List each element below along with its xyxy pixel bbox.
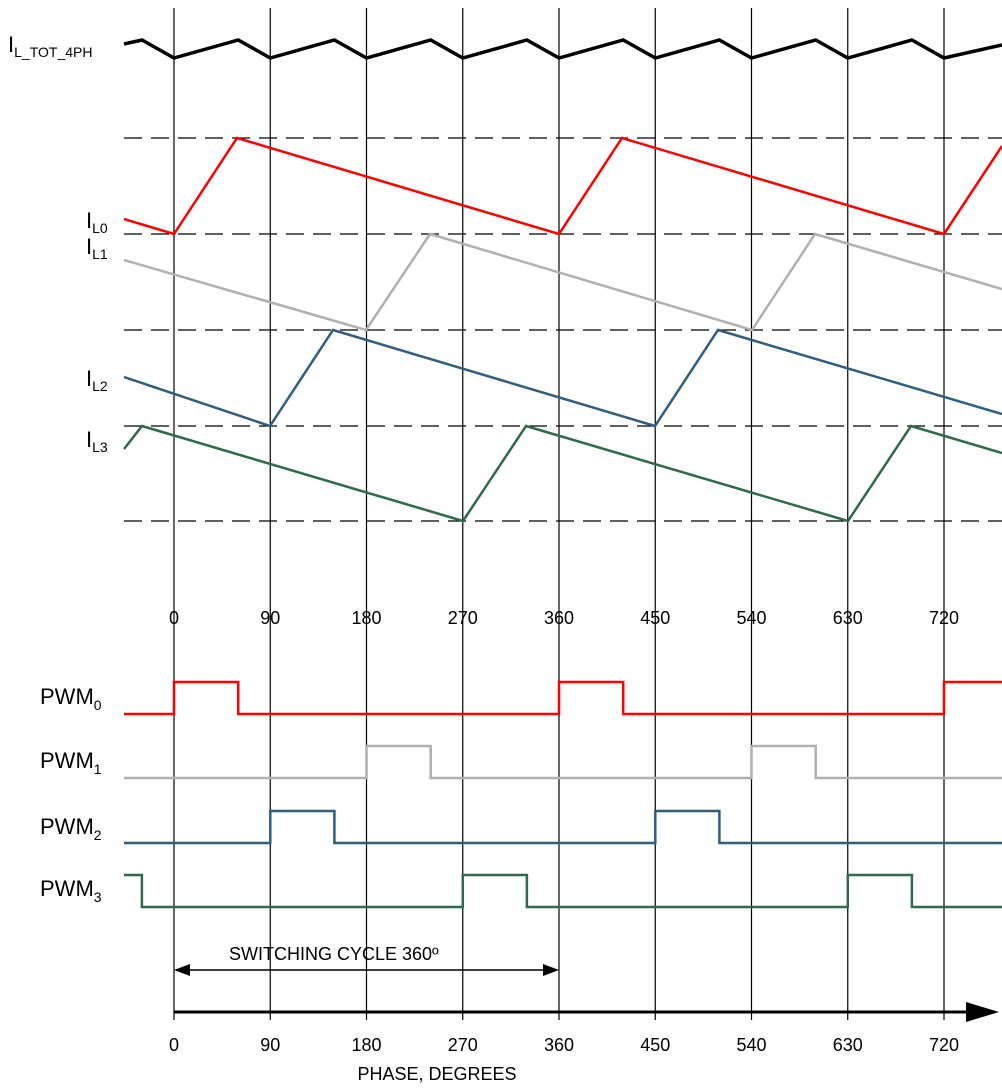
phase-tick-label: 540 bbox=[736, 608, 766, 628]
pwm0-waveform bbox=[124, 680, 1002, 716]
pwm3-label: PWM3 bbox=[40, 876, 102, 905]
phase-tick-label: 0 bbox=[169, 1035, 179, 1055]
waveforms bbox=[123, 38, 1002, 909]
i-l3-waveform bbox=[123, 424, 1002, 523]
phase-tick-label: 0 bbox=[169, 608, 179, 628]
phase-ticks-bottom: 0 90 180 270 360 450 540 630 720 bbox=[169, 1035, 959, 1055]
phase-axis-arrow bbox=[174, 1002, 999, 1022]
i-tot-label: IL_TOT_4PH bbox=[8, 32, 92, 60]
i-l2-label: IL2 bbox=[86, 366, 108, 394]
pwm3-waveform bbox=[124, 873, 1002, 909]
phase-tick-label: 720 bbox=[929, 1035, 959, 1055]
phase-tick-label: 450 bbox=[640, 1035, 670, 1055]
i-l0-waveform bbox=[123, 136, 1002, 236]
phase-tick-label: 90 bbox=[260, 1035, 280, 1055]
phase-tick-label: 180 bbox=[351, 1035, 381, 1055]
phase-tick-label: 360 bbox=[544, 608, 574, 628]
pwm1-label: PWM1 bbox=[40, 748, 102, 777]
phase-tick-label: 720 bbox=[929, 608, 959, 628]
phase-tick-label: 540 bbox=[736, 1035, 766, 1055]
phase-tick-label: 270 bbox=[448, 1035, 478, 1055]
phase-tick-label: 360 bbox=[544, 1035, 574, 1055]
pwm0-label: PWM0 bbox=[40, 684, 102, 713]
phase-tick-label: 630 bbox=[833, 608, 863, 628]
phase-tick-label: 180 bbox=[351, 608, 381, 628]
i-l1-label: IL1 bbox=[86, 234, 108, 262]
i-l3-label: IL3 bbox=[86, 427, 108, 455]
phase-tick-label: 630 bbox=[833, 1035, 863, 1055]
pwm2-waveform bbox=[124, 809, 1002, 845]
switching-cycle-label: SWITCHING CYCLE 360º bbox=[229, 944, 439, 964]
phase-tick-label: 90 bbox=[260, 608, 280, 628]
x-axis-label: PHASE, DEGREES bbox=[357, 1064, 516, 1084]
current-reference-dashes bbox=[124, 137, 1002, 522]
phase-tick-label: 450 bbox=[640, 608, 670, 628]
i-l2-waveform bbox=[123, 328, 1002, 428]
i-tot-waveform bbox=[123, 38, 1002, 60]
switching-cycle-arrow bbox=[174, 964, 559, 976]
i-l0-label: IL0 bbox=[86, 208, 108, 236]
i-l1-waveform bbox=[123, 232, 1002, 332]
pwm1-waveform bbox=[124, 744, 1002, 780]
pwm2-label: PWM2 bbox=[40, 814, 102, 843]
phase-tick-label: 270 bbox=[448, 608, 478, 628]
phase-ticks-top: 0 90 180 270 360 450 540 630 720 bbox=[169, 608, 959, 628]
